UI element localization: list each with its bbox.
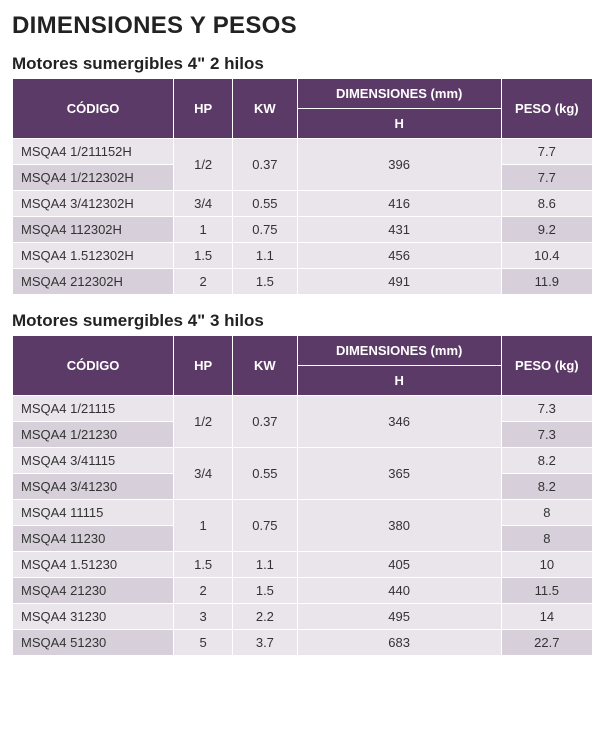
table-header: DIMENSIONES (mm) <box>297 79 501 109</box>
page-title: DIMENSIONES Y PESOS <box>12 12 593 40</box>
cell-codigo: MSQA4 1/211152H <box>13 139 174 165</box>
cell-h: 683 <box>297 630 501 656</box>
cell-h: 416 <box>297 191 501 217</box>
cell-peso: 8.2 <box>501 474 592 500</box>
cell-h: 346 <box>297 396 501 448</box>
cell-peso: 8 <box>501 500 592 526</box>
cell-codigo: MSQA4 3/412302H <box>13 191 174 217</box>
cell-h: 491 <box>297 269 501 295</box>
cell-peso: 8.6 <box>501 191 592 217</box>
cell-hp: 1/2 <box>174 396 233 448</box>
cell-h: 405 <box>297 552 501 578</box>
cell-hp: 1 <box>174 500 233 552</box>
cell-peso: 14 <box>501 604 592 630</box>
table-row: MSQA4 3/411153/40.553658.2 <box>13 448 593 474</box>
table-header: H <box>297 366 501 396</box>
cell-hp: 1.5 <box>174 243 233 269</box>
cell-kw: 0.37 <box>233 396 297 448</box>
cell-kw: 0.37 <box>233 139 297 191</box>
cell-kw: 2.2 <box>233 604 297 630</box>
table-row: MSQA4 112302H10.754319.2 <box>13 217 593 243</box>
cell-peso: 7.7 <box>501 139 592 165</box>
cell-kw: 3.7 <box>233 630 297 656</box>
table-header: CÓDIGO <box>13 79 174 139</box>
table-row: MSQA4 1.512301.51.140510 <box>13 552 593 578</box>
cell-hp: 3/4 <box>174 448 233 500</box>
cell-hp: 3/4 <box>174 191 233 217</box>
cell-codigo: MSQA4 11115 <box>13 500 174 526</box>
cell-codigo: MSQA4 11230 <box>13 526 174 552</box>
cell-peso: 7.3 <box>501 396 592 422</box>
table-row: MSQA4 212302H21.549111.9 <box>13 269 593 295</box>
cell-codigo: MSQA4 21230 <box>13 578 174 604</box>
cell-peso: 8.2 <box>501 448 592 474</box>
table-row: MSQA4 1111510.753808 <box>13 500 593 526</box>
section-title: Motores sumergibles 4" 2 hilos <box>12 54 593 74</box>
cell-kw: 0.55 <box>233 448 297 500</box>
cell-peso: 7.7 <box>501 165 592 191</box>
table-row: MSQA4 2123021.544011.5 <box>13 578 593 604</box>
cell-kw: 1.1 <box>233 243 297 269</box>
cell-peso: 9.2 <box>501 217 592 243</box>
cell-codigo: MSQA4 1/21115 <box>13 396 174 422</box>
cell-codigo: MSQA4 31230 <box>13 604 174 630</box>
table-header: DIMENSIONES (mm) <box>297 336 501 366</box>
table-header: KW <box>233 79 297 139</box>
table-row: MSQA4 1/211152H1/20.373967.7 <box>13 139 593 165</box>
cell-hp: 2 <box>174 269 233 295</box>
cell-codigo: MSQA4 3/41115 <box>13 448 174 474</box>
cell-h: 440 <box>297 578 501 604</box>
cell-h: 365 <box>297 448 501 500</box>
cell-hp: 5 <box>174 630 233 656</box>
cell-kw: 0.55 <box>233 191 297 217</box>
cell-peso: 8 <box>501 526 592 552</box>
cell-hp: 1/2 <box>174 139 233 191</box>
cell-hp: 1 <box>174 217 233 243</box>
section-title: Motores sumergibles 4" 3 hilos <box>12 311 593 331</box>
cell-h: 456 <box>297 243 501 269</box>
cell-peso: 10 <box>501 552 592 578</box>
cell-h: 380 <box>297 500 501 552</box>
spec-table: CÓDIGOHPKWDIMENSIONES (mm)PESO (kg)HMSQA… <box>12 335 593 656</box>
cell-h: 396 <box>297 139 501 191</box>
cell-codigo: MSQA4 51230 <box>13 630 174 656</box>
table-header: HP <box>174 79 233 139</box>
cell-codigo: MSQA4 112302H <box>13 217 174 243</box>
cell-peso: 10.4 <box>501 243 592 269</box>
cell-kw: 1.5 <box>233 269 297 295</box>
cell-peso: 22.7 <box>501 630 592 656</box>
table-header: HP <box>174 336 233 396</box>
cell-h: 495 <box>297 604 501 630</box>
cell-codigo: MSQA4 1/21230 <box>13 422 174 448</box>
cell-hp: 2 <box>174 578 233 604</box>
table-row: MSQA4 1.512302H1.51.145610.4 <box>13 243 593 269</box>
table-row: MSQA4 3/412302H3/40.554168.6 <box>13 191 593 217</box>
cell-codigo: MSQA4 1.512302H <box>13 243 174 269</box>
table-header: KW <box>233 336 297 396</box>
spec-table: CÓDIGOHPKWDIMENSIONES (mm)PESO (kg)HMSQA… <box>12 78 593 295</box>
cell-hp: 1.5 <box>174 552 233 578</box>
cell-peso: 11.9 <box>501 269 592 295</box>
cell-peso: 7.3 <box>501 422 592 448</box>
cell-hp: 3 <box>174 604 233 630</box>
cell-codigo: MSQA4 3/41230 <box>13 474 174 500</box>
cell-kw: 1.1 <box>233 552 297 578</box>
table-header: H <box>297 109 501 139</box>
cell-h: 431 <box>297 217 501 243</box>
table-header: CÓDIGO <box>13 336 174 396</box>
cell-kw: 0.75 <box>233 500 297 552</box>
table-row: MSQA4 5123053.768322.7 <box>13 630 593 656</box>
table-row: MSQA4 1/211151/20.373467.3 <box>13 396 593 422</box>
cell-codigo: MSQA4 1/212302H <box>13 165 174 191</box>
cell-kw: 0.75 <box>233 217 297 243</box>
table-row: MSQA4 3123032.249514 <box>13 604 593 630</box>
cell-kw: 1.5 <box>233 578 297 604</box>
cell-codigo: MSQA4 1.51230 <box>13 552 174 578</box>
cell-peso: 11.5 <box>501 578 592 604</box>
cell-codigo: MSQA4 212302H <box>13 269 174 295</box>
table-header: PESO (kg) <box>501 336 592 396</box>
table-header: PESO (kg) <box>501 79 592 139</box>
